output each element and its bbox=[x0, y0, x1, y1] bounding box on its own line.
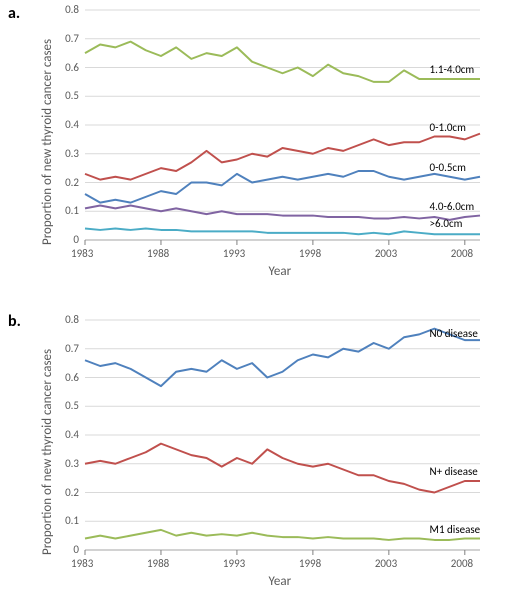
panel-b-series-line bbox=[85, 530, 480, 540]
panel-b-ytick-label: 0.5 bbox=[65, 399, 79, 412]
panel-b-xtick-label: 1993 bbox=[223, 557, 245, 570]
panel-b: 0 0.1 0.2 0.3 0.4 0.5 0.6 0.7 0.8 1983 1988 1993 199… bbox=[0, 0, 513, 601]
panel-b-xtick-label: 2003 bbox=[375, 557, 397, 570]
panel-b-series-label: N+ disease bbox=[430, 465, 478, 478]
panel-b-series-label: N0 disease bbox=[430, 327, 478, 340]
panel-b-ytick-label: 0.7 bbox=[65, 342, 79, 355]
panel-b-xtick-label: 1983 bbox=[71, 557, 93, 570]
panel-b-xlabel: Year bbox=[269, 574, 292, 589]
panel-b-xtick-label: 1988 bbox=[147, 557, 169, 570]
panel-b-ytick-label: 0.4 bbox=[65, 428, 79, 441]
panel-b-ylabel: Proportion of new thyroid cancer cases bbox=[40, 349, 55, 555]
panel-b-ytick-label: 0.6 bbox=[65, 371, 79, 384]
panel-b-series-line bbox=[85, 444, 480, 493]
panel-b-series-line bbox=[85, 329, 480, 387]
panel-b-ytick-label: 0.1 bbox=[65, 514, 79, 527]
panel-b-xtick-label: 1998 bbox=[299, 557, 321, 570]
panel-b-svg bbox=[0, 0, 513, 601]
panel-b-ytick-label: 0.8 bbox=[65, 313, 79, 326]
panel-b-ytick-label: 0.3 bbox=[65, 457, 79, 470]
panel-b-ytick-label: 0.2 bbox=[65, 486, 79, 499]
panel-b-ytick-label: 0 bbox=[73, 543, 79, 556]
figure: a. 00.10.20.30.40.50.60.70.8198319881993… bbox=[0, 0, 513, 601]
panel-b-xtick-label: 2008 bbox=[451, 557, 473, 570]
panel-b-series-label: M1 disease bbox=[430, 523, 481, 536]
